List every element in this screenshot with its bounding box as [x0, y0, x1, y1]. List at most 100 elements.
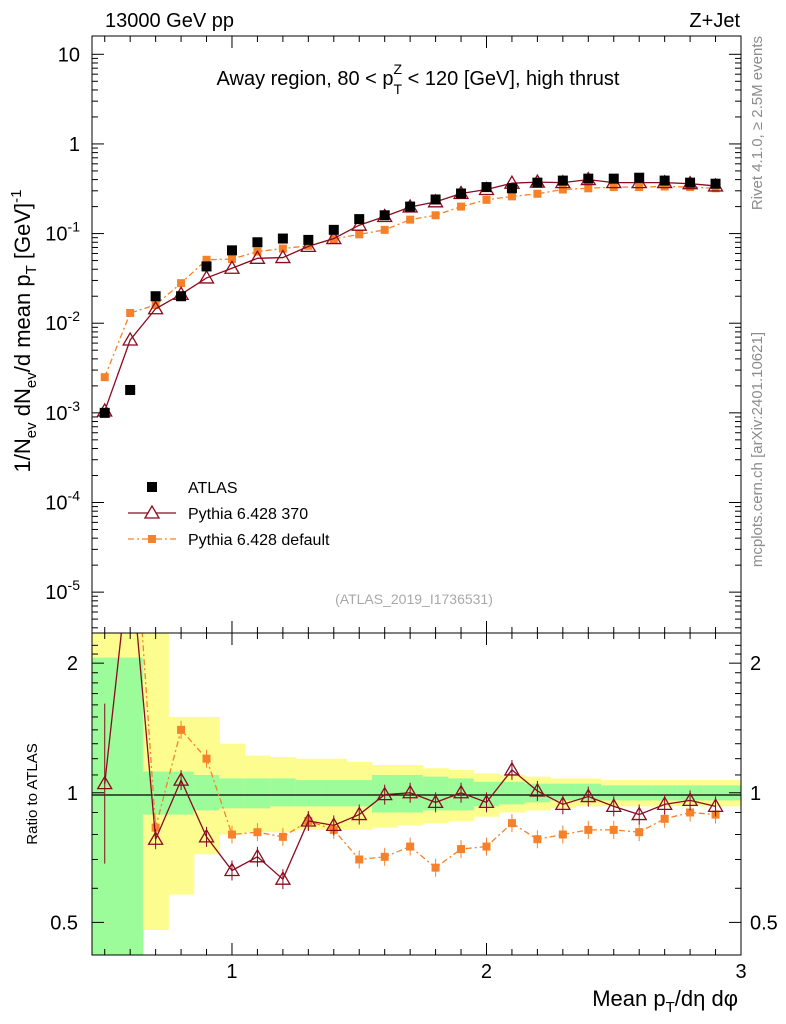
main-y-tick-label: 10-1 [45, 219, 80, 246]
ratio-370-marker [351, 806, 368, 821]
ratio-green-band [499, 781, 526, 805]
ratio-370-marker [325, 817, 342, 832]
atlas-data-point [583, 173, 594, 184]
main-ticks: 10 1 10-1 10-2 10-3 10-4 10-5 [45, 36, 742, 633]
pythia-default-marker [660, 182, 669, 191]
main-series [96, 171, 724, 418]
atlas-data-point [634, 172, 645, 183]
pythia-default-line [104, 185, 716, 378]
atlas-data-point [379, 210, 390, 221]
ratio-default-marker [355, 855, 364, 864]
atlas-data-point [456, 188, 467, 199]
pythia-370-marker [249, 250, 266, 264]
atlas-data-point [125, 384, 136, 395]
atlas-data-point [252, 237, 263, 248]
ratio-default-marker [151, 823, 160, 832]
ratio-plot-frame [91, 632, 742, 956]
pythia-default-marker [227, 255, 236, 264]
ratio-green-band [550, 783, 577, 801]
ratio-370-marker [96, 775, 113, 790]
pythia-default-marker [126, 309, 135, 318]
legend-370-marker [143, 504, 161, 519]
legend-label: ATLAS [188, 480, 238, 497]
pythia-370-marker [300, 238, 317, 253]
main-y-tick-label: 10 [58, 44, 80, 66]
ratio-green-band [193, 774, 220, 811]
ratio-370-marker [631, 806, 648, 821]
ratio-green-band [321, 780, 348, 807]
main-y-tick-label: 10-5 [45, 577, 80, 604]
ratio-green-band [626, 785, 653, 801]
ratio-y-tick-label-left: 2 [67, 653, 78, 675]
pythia-default-marker [507, 192, 516, 201]
ratio-green-band [295, 780, 322, 807]
legend-default-marker [148, 535, 156, 543]
atlas-data-point [481, 182, 492, 193]
ratio-370-marker [554, 796, 571, 810]
legend: ATLAS Pythia 6.428 370 Pythia 6.428 defaul… [128, 480, 330, 549]
pythia-default-marker [533, 189, 542, 198]
ratio-series [96, 633, 724, 890]
main-y-tick-label: 10-3 [45, 398, 80, 425]
pythia-370-line [104, 178, 716, 412]
ratio-x-axis-label: Mean pT/dη dφ [592, 986, 738, 1016]
ratio-370-marker [503, 761, 521, 776]
ratio-y-tick-label-right: 2 [750, 653, 761, 675]
atlas-data-point [226, 245, 237, 256]
atlas-data-point [685, 177, 696, 188]
atlas-data-point [710, 178, 721, 189]
ratio-green-band [651, 785, 678, 801]
ratio-green-band [601, 785, 627, 801]
ratio-default-marker [177, 725, 186, 734]
pythia-default-marker [100, 373, 109, 382]
atlas-data-point [659, 175, 670, 186]
pythia-370-marker [223, 259, 241, 274]
main-y-tick-label: 1 [69, 134, 80, 156]
ratio-default-marker [202, 754, 211, 763]
ratio-y-tick-label-left: 0.5 [50, 912, 78, 934]
ratio-green-band [92, 657, 144, 955]
atlas-data-point [557, 175, 568, 186]
ratio-green-band [270, 778, 297, 807]
ratio-370-marker [605, 798, 622, 812]
main-y-tick-label: 10-4 [45, 487, 80, 514]
ratio-default-marker [431, 863, 440, 872]
ratio-370-marker [172, 771, 190, 786]
ratio-green-band [219, 778, 246, 809]
pythia-370-marker [198, 269, 215, 284]
ratio-default-marker [584, 825, 593, 834]
ratio-green-band [244, 778, 271, 809]
ratio-default-marker [227, 830, 236, 839]
atlas-data-point [608, 173, 619, 184]
pythia-default-marker [406, 215, 415, 224]
ratio-x-tick-label: 2 [481, 961, 492, 983]
main-title: Away region, 80 < pT < 120 [GeV], high t… [217, 68, 620, 97]
ratio-x-tick-label: 3 [735, 961, 746, 983]
pythia-370-marker [122, 331, 139, 346]
ratio-370-marker [452, 784, 470, 799]
ratio-370-marker [656, 796, 673, 810]
ratio-y-tick-label-right: 1 [750, 783, 761, 805]
ratio-370-marker [478, 794, 495, 809]
ratio-x-tick-label: 1 [226, 961, 237, 983]
main-title-superscript: Z [394, 61, 403, 77]
pythia-default-marker [151, 300, 160, 309]
pythia-default-marker [380, 225, 389, 234]
atlas-data-point [354, 214, 365, 225]
pythia-default-marker [355, 230, 364, 239]
atlas-data-point [328, 224, 339, 235]
pythia-default-marker [278, 244, 287, 253]
atlas-data-point [277, 233, 288, 244]
pythia-default-marker [482, 195, 491, 204]
pythia-370-marker [147, 300, 164, 315]
ratio-default-marker [558, 830, 567, 839]
main-y-axis-label: 1/Nev dNev/d mean pT [GeV]-1 [8, 190, 40, 473]
ratio-370-marker [707, 798, 724, 812]
atlas-data-point [532, 177, 543, 188]
ratio-370-marker [580, 788, 597, 803]
ratio-370-marker [427, 794, 444, 809]
legend-label: Pythia 6.428 370 [188, 506, 308, 523]
pythia-370-marker [274, 249, 292, 264]
ratio-default-marker [380, 852, 389, 861]
